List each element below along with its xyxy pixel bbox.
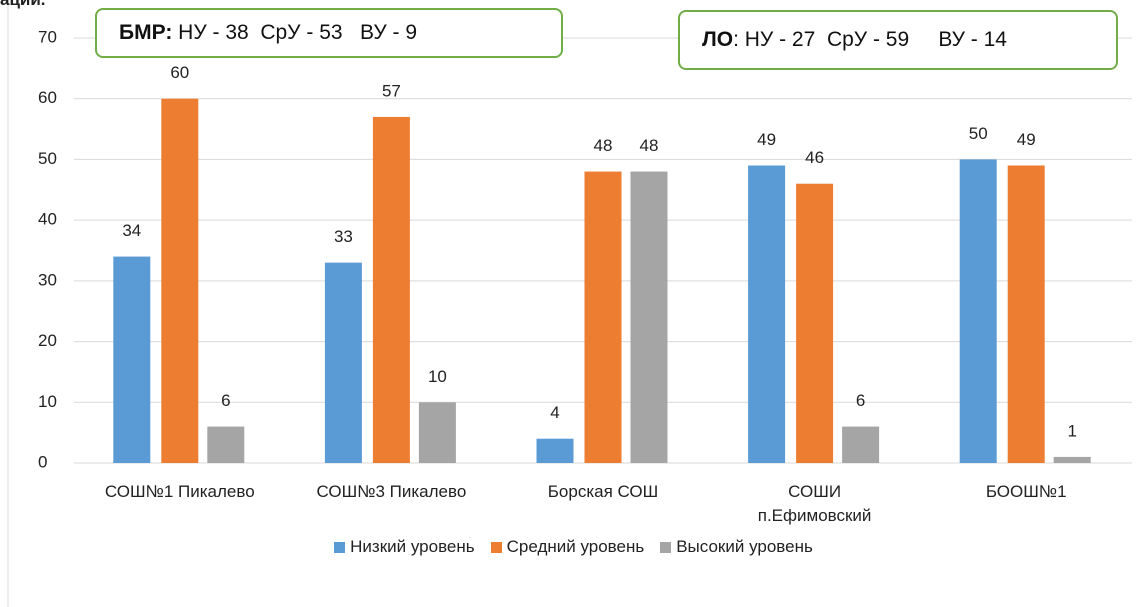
bar	[324, 262, 362, 463]
y-tick-label: 40	[38, 210, 57, 229]
data-label: 48	[594, 136, 613, 155]
annotation-text: : НУ - 27 СрУ - 59 ВУ - 14	[733, 28, 1007, 51]
legend-item: Низкий уровень	[334, 537, 475, 557]
bar	[630, 171, 668, 464]
legend-item: Средний уровень	[490, 537, 645, 557]
legend-swatch	[660, 541, 672, 553]
data-label: 6	[221, 391, 230, 410]
legend-label: Низкий уровень	[350, 537, 475, 556]
data-label: 34	[122, 221, 141, 240]
data-label: 46	[805, 148, 824, 167]
x-tick-label: Борская СОШ	[547, 482, 659, 501]
data-label: 49	[1017, 130, 1036, 149]
legend-swatch	[490, 541, 502, 553]
legend-label: Высокий уровень	[676, 537, 813, 556]
x-tick-label: БООШ№1	[985, 482, 1067, 501]
bar	[748, 165, 786, 463]
bar	[372, 116, 410, 463]
legend-label: Средний уровень	[506, 537, 645, 556]
bar	[959, 159, 997, 463]
y-tick-label: 30	[38, 270, 57, 289]
bar	[1007, 165, 1045, 463]
data-label: 1	[1067, 421, 1076, 440]
data-label: 60	[170, 63, 189, 82]
data-label: 49	[757, 130, 776, 149]
bar	[536, 438, 574, 463]
bar	[842, 426, 880, 463]
data-label: 33	[334, 227, 353, 246]
annotation-text: НУ - 38 СрУ - 53 ВУ - 9	[172, 21, 418, 44]
y-tick-label: 60	[38, 88, 57, 107]
y-tick-label: 10	[38, 392, 57, 411]
bar	[796, 183, 834, 463]
bar	[161, 98, 199, 463]
legend-swatch	[334, 541, 346, 553]
data-label: 57	[382, 81, 401, 100]
bar	[207, 426, 245, 463]
annotation-box: ЛО: НУ - 27 СрУ - 59 ВУ - 14	[678, 10, 1118, 70]
annotation-box: БМР: НУ - 38 СрУ - 53 ВУ - 9	[95, 8, 563, 58]
x-tick-label: СОШ№1 Пикалево	[104, 482, 255, 501]
bar	[584, 171, 622, 464]
data-label: 4	[550, 403, 559, 422]
x-tick-label: СОШ№3 Пикалево	[316, 482, 467, 501]
header-fragment: ации.	[0, 0, 46, 10]
data-label: 50	[969, 124, 988, 143]
y-tick-label: 20	[38, 331, 57, 350]
data-label: 6	[856, 391, 865, 410]
data-label: 10	[428, 367, 447, 386]
annotation-label: БМР:	[119, 21, 173, 44]
x-tick-label: СОШИ п.Ефимовский	[757, 482, 872, 525]
bar	[1053, 456, 1091, 463]
annotation-label: ЛО	[702, 28, 734, 51]
data-label: 48	[640, 136, 659, 155]
legend-item: Высокий уровень	[660, 537, 813, 557]
y-tick-label: 0	[38, 452, 47, 471]
bar	[418, 402, 456, 463]
legend: Низкий уровень Средний уровень Высокий уро…	[0, 537, 1147, 557]
y-tick-label: 50	[38, 149, 57, 168]
y-tick-label: 70	[38, 27, 57, 46]
bar	[113, 256, 151, 463]
